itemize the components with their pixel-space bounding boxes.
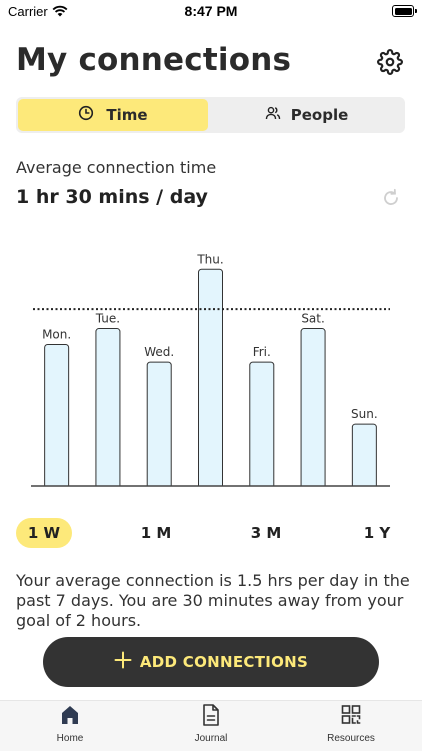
range-3m-label: 3 M bbox=[250, 524, 282, 542]
segment-people-label: People bbox=[290, 106, 349, 124]
tab-home-label: Home bbox=[56, 733, 84, 744]
chart-bar-label: Wed. bbox=[144, 345, 174, 359]
chart-bar bbox=[300, 328, 326, 490]
refresh-icon[interactable] bbox=[381, 188, 401, 208]
segment-time[interactable]: Time bbox=[18, 99, 208, 131]
carrier-label: Carrier bbox=[8, 4, 48, 19]
range-1y-label: 1 Y bbox=[363, 524, 391, 542]
grid-icon bbox=[340, 703, 362, 731]
tab-journal[interactable]: Journal bbox=[166, 703, 256, 749]
tab-resources-label: Resources bbox=[327, 733, 375, 744]
segment-people[interactable]: People bbox=[210, 99, 403, 131]
chart-bar bbox=[95, 328, 121, 490]
chart-bar-label: Sun. bbox=[351, 407, 378, 421]
chart-bar bbox=[249, 361, 275, 490]
tab-home[interactable]: Home bbox=[25, 703, 115, 749]
average-label: Average connection time bbox=[16, 158, 217, 177]
chart-bar-label: Sat. bbox=[301, 312, 325, 326]
segment-time-label: Time bbox=[106, 106, 148, 124]
range-1m-label: 1 M bbox=[140, 524, 172, 542]
clock-icon bbox=[78, 105, 94, 125]
plus-icon bbox=[114, 651, 132, 673]
range-1m[interactable]: 1 M bbox=[128, 518, 184, 548]
summary-text: Your average connection is 1.5 hrs per d… bbox=[16, 571, 410, 630]
home-icon bbox=[59, 703, 81, 731]
tab-journal-label: Journal bbox=[194, 733, 228, 744]
average-value: 1 hr 30 mins / day bbox=[16, 186, 208, 208]
battery-icon bbox=[392, 5, 417, 17]
status-bar: Carrier 8:47 PM bbox=[0, 0, 422, 24]
chart-bar-label: Thu. bbox=[196, 252, 223, 266]
wifi-icon bbox=[52, 4, 68, 22]
chart-bar bbox=[44, 343, 70, 490]
range-1y[interactable]: 1 Y bbox=[349, 518, 405, 548]
range-1w-label: 1 W bbox=[27, 524, 61, 542]
range-3m[interactable]: 3 M bbox=[238, 518, 294, 548]
people-icon bbox=[265, 105, 281, 125]
page-title: My connections bbox=[16, 42, 292, 78]
add-connections-label: ADD CONNECTIONS bbox=[139, 653, 309, 671]
gear-icon[interactable] bbox=[377, 49, 403, 75]
add-connections-button[interactable]: ADD CONNECTIONS bbox=[43, 637, 379, 687]
chart-bar-label: Mon. bbox=[42, 327, 71, 341]
chart-bar bbox=[351, 423, 377, 490]
clock-time: 8:47 PM bbox=[184, 3, 238, 19]
range-1w[interactable]: 1 W bbox=[16, 518, 72, 548]
chart-bar bbox=[146, 361, 172, 490]
chart-bar-label: Fri. bbox=[253, 345, 271, 359]
chart-bar-label: Tue. bbox=[95, 312, 120, 326]
connection-chart: Mon. Tue. Wed. Thu. Fri. Sat. Sun. bbox=[0, 252, 422, 495]
document-icon bbox=[200, 703, 222, 731]
tab-resources[interactable]: Resources bbox=[306, 703, 396, 749]
chart-bar bbox=[198, 268, 223, 490]
